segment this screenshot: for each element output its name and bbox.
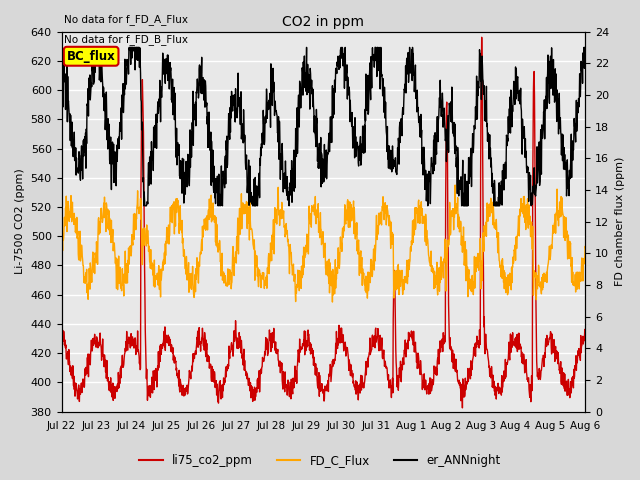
Text: No data for f_FD_B_Flux: No data for f_FD_B_Flux	[64, 34, 188, 45]
Y-axis label: Li-7500 CO2 (ppm): Li-7500 CO2 (ppm)	[15, 169, 25, 275]
Y-axis label: FD chamber flux (ppm): FD chamber flux (ppm)	[615, 157, 625, 286]
Text: BC_flux: BC_flux	[67, 50, 115, 63]
Title: CO2 in ppm: CO2 in ppm	[282, 15, 365, 29]
Legend: li75_co2_ppm, FD_C_Flux, er_ANNnight: li75_co2_ppm, FD_C_Flux, er_ANNnight	[134, 449, 506, 472]
Text: No data for f_FD_A_Flux: No data for f_FD_A_Flux	[64, 14, 188, 25]
